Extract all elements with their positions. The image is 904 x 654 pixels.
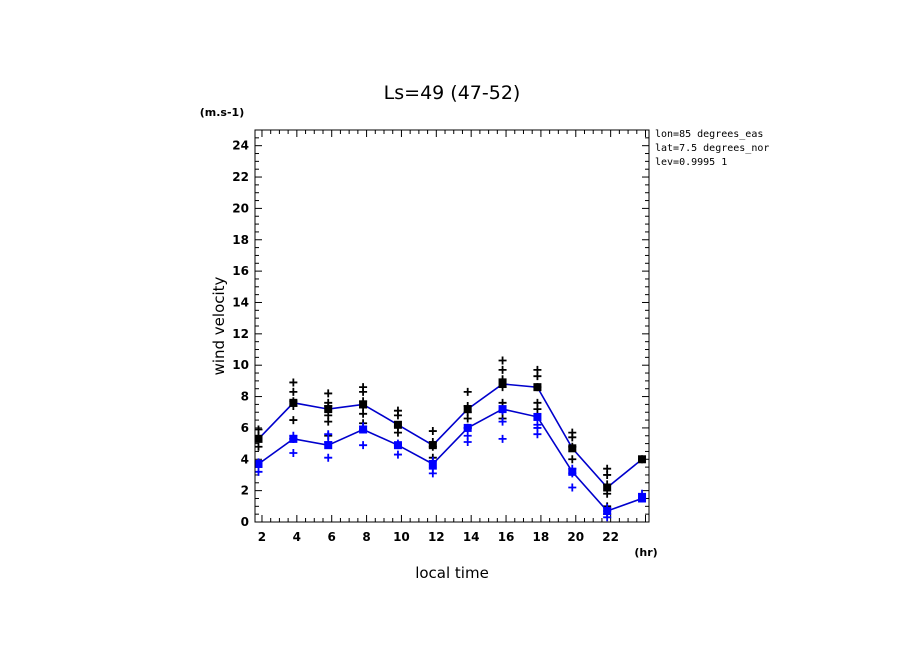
y-tick-label: 16	[232, 264, 249, 278]
line-point	[463, 423, 472, 432]
scatter-point	[498, 365, 507, 374]
annotation-lon: lon=85 degrees_eas	[655, 129, 763, 140]
series-1	[254, 356, 647, 519]
y-tick-label: 22	[232, 170, 249, 184]
line-point	[498, 380, 507, 389]
scatter-point	[324, 453, 333, 462]
x-tick-label: 6	[328, 530, 336, 544]
scatter-point	[289, 387, 298, 396]
line-point	[289, 434, 298, 443]
x-tick-label: 8	[362, 530, 370, 544]
x-tick-label: 4	[293, 530, 301, 544]
scatter-point	[568, 455, 577, 464]
series-2	[254, 405, 647, 522]
scatter-point	[289, 416, 298, 425]
annotation-lat: lat=7.5 degrees_nor	[655, 143, 769, 154]
x-unit-label: (hr)	[634, 546, 657, 559]
x-tick-label: 18	[533, 530, 550, 544]
scatter-point	[533, 405, 542, 414]
line-point	[324, 405, 333, 414]
scatter-point	[533, 372, 542, 381]
scatter-point	[393, 428, 402, 437]
y-unit-label: (m.s-1)	[200, 106, 244, 119]
line-point	[463, 405, 472, 414]
y-tick-label: 20	[232, 201, 249, 215]
line-point	[533, 383, 542, 392]
y-tick-label: 18	[232, 233, 249, 247]
scatter-point	[428, 427, 437, 436]
x-tick-label: 2	[258, 530, 266, 544]
y-tick-label: 2	[241, 484, 249, 498]
scatter-point	[359, 441, 368, 450]
x-tick-label: 14	[463, 530, 480, 544]
scatter-point	[393, 450, 402, 459]
series-line	[257, 383, 643, 489]
line-point	[428, 441, 437, 450]
chart-title: Ls=49 (47-52)	[384, 82, 521, 104]
scatter-point	[603, 470, 612, 479]
line-point	[568, 444, 577, 453]
line-point	[359, 425, 368, 434]
scatter-point	[254, 467, 263, 476]
line-point	[603, 507, 612, 516]
scatter-point	[498, 417, 507, 426]
scatter-point	[324, 430, 333, 439]
scatter-point	[359, 387, 368, 396]
line-point	[568, 467, 577, 476]
scatter-point	[359, 409, 368, 418]
line-point	[498, 405, 507, 414]
y-tick-label: 8	[241, 390, 249, 404]
x-tick-label: 12	[428, 530, 445, 544]
y-tick-label: 4	[241, 452, 249, 466]
scatter-point	[289, 449, 298, 458]
x-tick-label: 16	[498, 530, 515, 544]
line-point	[638, 494, 647, 503]
scatter-point	[498, 356, 507, 365]
line-point	[393, 441, 402, 450]
y-axis-label: wind velocity	[210, 276, 228, 375]
line-point	[603, 483, 612, 492]
line-point	[254, 459, 263, 468]
scatter-point	[568, 433, 577, 442]
scatter-point	[498, 434, 507, 443]
annotation-lev: lev=0.9995 1	[655, 157, 727, 168]
scatter-point	[568, 483, 577, 492]
scatter-point	[463, 387, 472, 396]
line-point	[638, 455, 647, 464]
y-tick-label: 6	[241, 421, 249, 435]
scatter-point	[289, 378, 298, 387]
y-tick-label: 14	[232, 295, 249, 309]
y-tick-label: 12	[232, 327, 249, 341]
series-layer	[254, 356, 647, 522]
series-line	[258, 408, 643, 512]
x-axis-label: local time	[415, 564, 489, 582]
y-tick-label: 0	[241, 515, 249, 529]
line-point	[359, 400, 368, 409]
scatter-point	[463, 438, 472, 447]
line-point	[254, 434, 263, 443]
scatter-point	[254, 442, 263, 451]
scatter-point	[533, 430, 542, 439]
scatter-point	[324, 417, 333, 426]
x-tick-label: 22	[602, 530, 619, 544]
line-point	[533, 412, 542, 421]
scatter-point	[324, 389, 333, 398]
plot-frame	[254, 129, 650, 523]
x-tick-label: 20	[567, 530, 584, 544]
line-point	[393, 420, 402, 429]
scatter-point	[428, 469, 437, 478]
line-point	[289, 398, 298, 407]
x-tick-label: 10	[393, 530, 410, 544]
scatter-point	[393, 411, 402, 420]
line-point	[428, 459, 437, 468]
y-tick-label: 10	[232, 358, 249, 372]
scatter-point	[463, 414, 472, 423]
y-tick-label: 24	[232, 139, 249, 153]
line-point	[324, 441, 333, 450]
